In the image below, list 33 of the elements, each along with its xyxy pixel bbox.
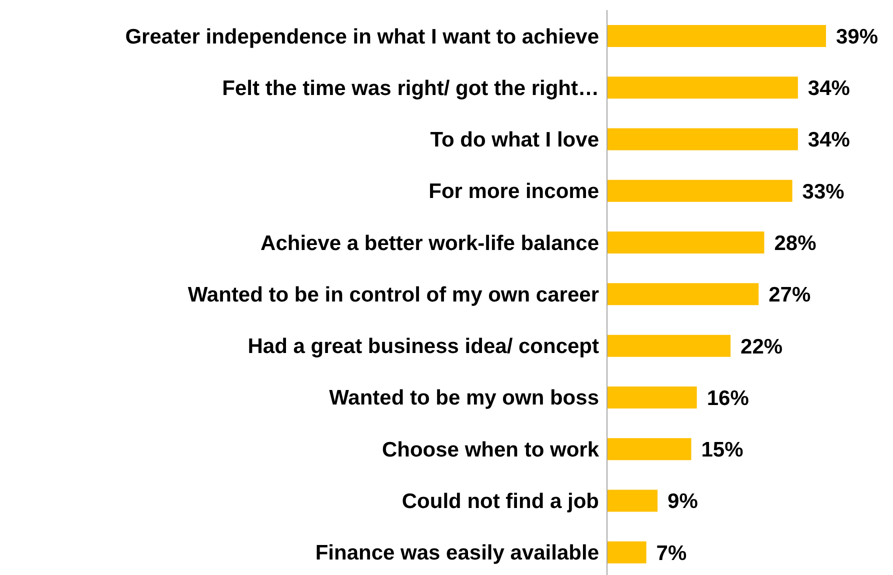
bar	[607, 76, 798, 99]
data-label: 34%	[808, 77, 850, 100]
data-label: 34%	[808, 128, 850, 152]
y-tick-label: To do what I love	[430, 128, 599, 152]
data-label: 15%	[701, 438, 744, 462]
bar	[607, 25, 826, 47]
bar	[607, 438, 692, 460]
data-label: 28%	[774, 232, 817, 255]
data-label: 16%	[706, 386, 750, 410]
y-tick-label: Wanted to be in control of my own career	[188, 283, 599, 306]
y-tick-label: Greater independence in what I want to achieve	[125, 25, 599, 48]
y-tick-label: Had a great business idea/ concept	[248, 335, 600, 358]
bar	[607, 386, 697, 408]
y-tick-label: Choose when to work	[382, 438, 600, 462]
data-label: 33%	[802, 180, 845, 204]
y-tick-label: Felt the time was right/ got the right…	[222, 76, 599, 100]
y-tick-label: For more income	[428, 180, 599, 204]
y-tick-label: Finance was easily available	[315, 542, 599, 565]
bar	[607, 490, 658, 512]
bar	[607, 334, 731, 357]
bar	[607, 180, 792, 202]
data-label: 27%	[768, 284, 811, 307]
bar	[607, 541, 646, 564]
bar	[607, 128, 798, 150]
y-tick-label: Wanted to be my own boss	[329, 386, 599, 410]
data-label: 7%	[656, 542, 687, 565]
data-label: 22%	[740, 335, 783, 358]
bar	[607, 232, 764, 254]
y-tick-label: Achieve a better work-life balance	[260, 232, 599, 255]
y-tick-label: Could not find a job	[402, 490, 599, 513]
data-label: 39%	[836, 25, 878, 48]
data-label: 9%	[668, 490, 698, 514]
bar	[607, 283, 759, 306]
